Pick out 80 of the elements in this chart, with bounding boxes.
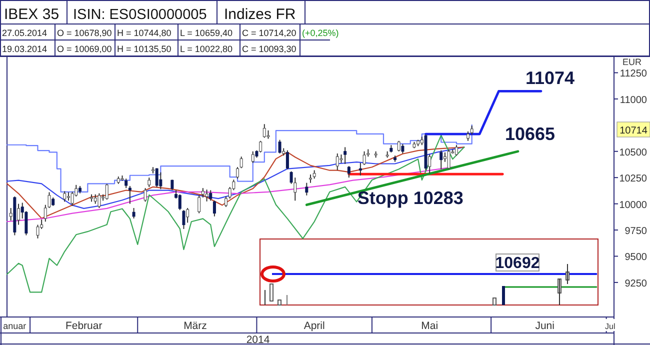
y-tick-label: 9500 <box>624 252 648 264</box>
candlestick <box>401 144 404 154</box>
candlestick <box>144 188 147 202</box>
y-tick-label: 11000 <box>620 94 648 106</box>
text: L = 10022,80 <box>180 44 232 54</box>
candlestick <box>205 189 208 202</box>
candlestick <box>155 168 158 188</box>
candlestick <box>454 144 458 156</box>
candlestick <box>159 172 162 190</box>
x-tick-label: April <box>304 320 325 332</box>
x-tick-label: Februar <box>65 320 103 332</box>
annotation: 10665 <box>504 124 556 144</box>
y-axis-title: EUR <box>622 57 642 67</box>
candlestick <box>259 140 262 153</box>
x-tick-label: Jul <box>605 322 616 331</box>
candlestick <box>440 150 443 170</box>
candlestick <box>397 140 400 152</box>
candlestick <box>240 156 243 169</box>
y-tick-label: 9750 <box>624 226 648 238</box>
candlestick <box>305 182 308 196</box>
candlestick <box>128 185 132 204</box>
candlestick <box>236 166 240 180</box>
candlestick <box>358 162 362 176</box>
candlestick <box>447 148 450 170</box>
x-tick-label: Juni <box>535 320 554 332</box>
x-tick-label: Mai <box>421 320 438 332</box>
y-tick-label: 10000 <box>619 200 648 211</box>
text: Indizes FR <box>224 6 296 23</box>
candlestick <box>428 154 432 174</box>
x-tick-label: März <box>184 320 207 332</box>
text: 10714 <box>620 126 648 136</box>
candlestick <box>198 194 201 214</box>
text: C = 10714,20 <box>242 28 296 38</box>
text: H = 10744,80 <box>117 28 172 38</box>
y-tick-label: 10250 <box>619 174 648 185</box>
candlestick <box>278 139 282 154</box>
candlestick <box>170 179 174 191</box>
candlestick <box>466 130 470 142</box>
line-series <box>6 134 465 293</box>
text: O = 10678,90 <box>57 28 112 38</box>
candlestick <box>224 196 228 208</box>
candlestick <box>347 166 350 178</box>
text: C = 10093,30 <box>242 44 296 54</box>
candlestick <box>209 190 212 202</box>
text: H = 10135,50 <box>117 44 172 54</box>
candlestick <box>344 146 347 164</box>
candlestick <box>186 207 190 224</box>
candlestick <box>132 207 136 219</box>
y-tick-label: 9250 <box>624 278 648 290</box>
text: 27.05.2014 <box>2 28 48 38</box>
candlestick <box>148 177 151 188</box>
annotation: Stopp 10283 <box>357 188 464 208</box>
candlestick <box>94 194 97 204</box>
x-tick-label: anuar <box>3 321 26 331</box>
text: (+0,25%) <box>302 28 339 38</box>
candlestick <box>63 190 66 202</box>
candlestick <box>105 183 108 200</box>
text: O = 10069,00 <box>57 44 112 54</box>
chart-title: IBEX 35 <box>4 6 60 23</box>
candlestick <box>178 194 182 211</box>
candlestick <box>17 203 20 226</box>
candlestick <box>336 152 339 171</box>
annotation: 10692 <box>495 255 540 272</box>
candlestick <box>201 188 204 198</box>
candlestick <box>212 200 216 217</box>
candlestick <box>182 210 186 230</box>
chart-subtitle: ISIN: ES0SI0000005 <box>73 7 207 23</box>
y-tick-label: 10500 <box>619 147 648 158</box>
candlestick <box>9 207 12 222</box>
candlestick <box>362 150 366 166</box>
candlestick <box>98 192 101 208</box>
annotation: 11074 <box>525 68 575 88</box>
candlestick <box>262 124 266 138</box>
candlestick <box>286 150 289 170</box>
candlestick <box>124 178 128 189</box>
candlestick <box>251 150 254 164</box>
text: 19.03.2014 <box>2 44 48 54</box>
y-tick-label: 11250 <box>620 68 648 80</box>
text: L = 10659,40 <box>180 28 232 38</box>
x-axis-title: 2014 <box>246 334 270 345</box>
